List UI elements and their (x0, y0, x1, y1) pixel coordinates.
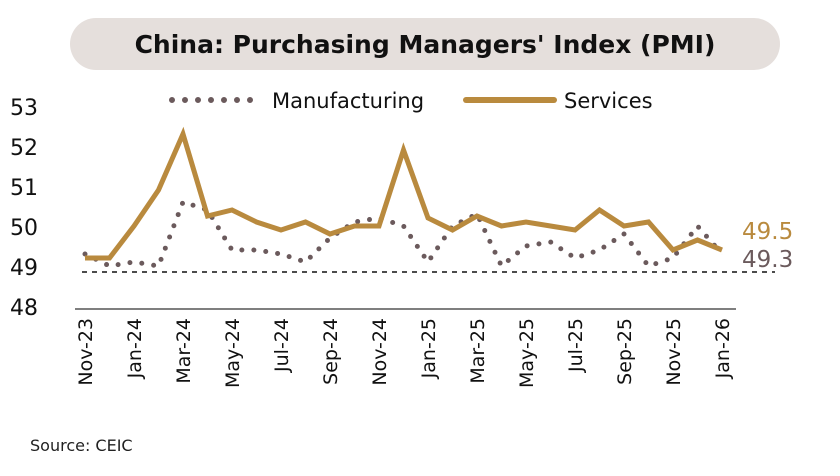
x-tick-label: Jul-25 (565, 318, 587, 373)
y-tick-label: 49 (10, 256, 38, 281)
end-label-services: 49.5 (742, 219, 793, 245)
x-tick-label: Nov-24 (369, 318, 391, 386)
x-tick-label: Nov-23 (75, 318, 97, 386)
y-tick-label: 48 (10, 296, 38, 321)
series-line-services (85, 126, 723, 261)
x-tick-label: Jul-24 (271, 318, 293, 373)
legend-label-manufacturing: Manufacturing (272, 89, 424, 113)
end-label-manufacturing: 49.3 (742, 247, 793, 273)
y-tick-label: 53 (10, 96, 38, 121)
x-tick-label: Nov-25 (663, 318, 685, 386)
y-tick-label: 50 (10, 216, 38, 241)
x-tick-label: May-24 (222, 318, 244, 388)
chart-title: China: Purchasing Managers' Index (PMI) (134, 29, 716, 59)
x-tick-label: Jan-26 (712, 318, 734, 379)
y-tick-label: 52 (10, 136, 38, 161)
x-tick-label: Sep-24 (320, 318, 342, 385)
title-banner: China: Purchasing Managers' Index (PMI) (70, 18, 780, 70)
x-tick-label: Jan-24 (124, 318, 146, 379)
x-tick-label: Mar-24 (173, 318, 195, 384)
legend-label-services: Services (564, 89, 653, 113)
x-tick-label: Mar-25 (467, 318, 489, 384)
source-note: Source: CEIC (30, 436, 133, 455)
x-tick-label: May-25 (516, 318, 538, 388)
x-tick-label: Sep-25 (614, 318, 636, 385)
x-tick-label: Jan-25 (418, 318, 440, 379)
series-line-manufacturing (82, 198, 725, 270)
y-tick-label: 51 (10, 176, 38, 201)
